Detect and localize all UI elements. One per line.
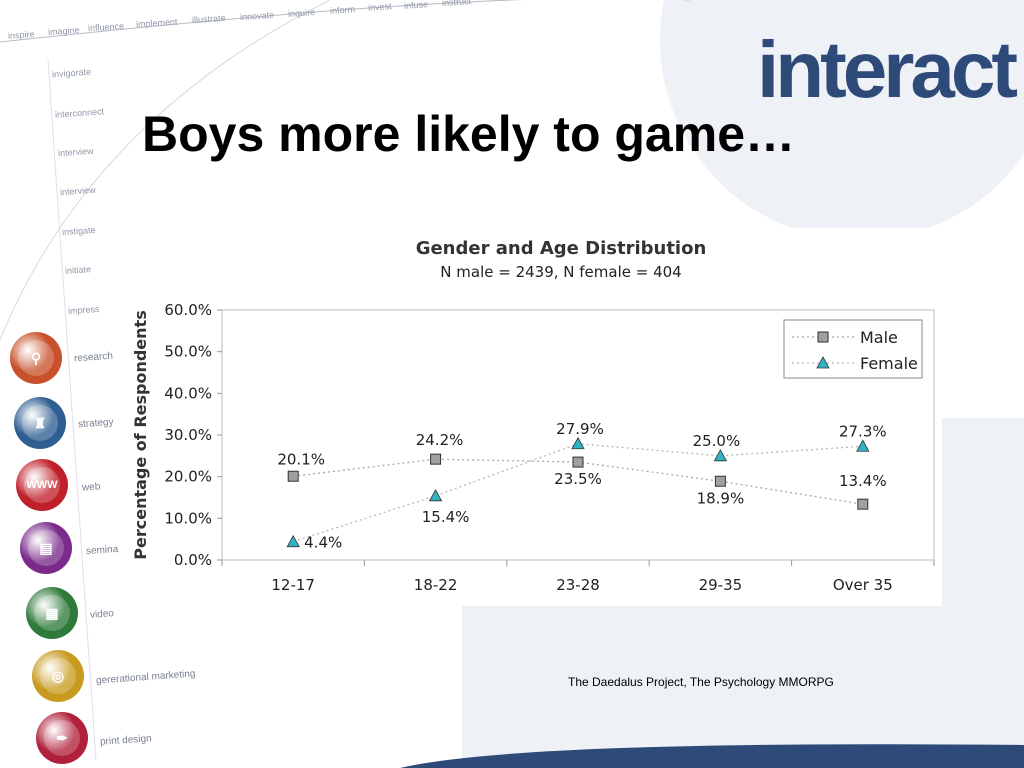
male-point (287, 470, 299, 482)
y-tick-label: 30.0% (164, 426, 212, 444)
icon-glyph: ⚲ (18, 340, 54, 376)
female-point (856, 439, 870, 452)
chart-panel: Gender and Age Distribution N male = 2439… (126, 228, 942, 606)
data-label: 25.0% (693, 432, 741, 450)
clapperboard-icon[interactable]: ▦ (26, 587, 78, 639)
chart-title: Gender and Age Distribution (416, 238, 707, 259)
presentation-icon[interactable]: ▤ (20, 522, 72, 574)
female-point (286, 534, 300, 548)
side-word: initiate (64, 264, 92, 276)
icon-glyph: ◎ (40, 658, 76, 694)
data-label: 18.9% (697, 489, 745, 507)
male-point (857, 498, 869, 510)
pen-nib-icon[interactable]: ✒ (36, 712, 88, 764)
line-chart: Gender and Age Distribution N male = 2439… (131, 238, 935, 594)
top-word: inquire (287, 7, 316, 19)
data-label: 4.4% (304, 534, 342, 552)
y-tick-label: 0.0% (174, 551, 212, 569)
female-point (713, 448, 728, 462)
side-category-label[interactable]: web (81, 481, 101, 494)
icon-glyph: ▤ (28, 530, 64, 566)
y-tick-label: 10.0% (164, 509, 212, 527)
data-label: 13.4% (839, 472, 887, 490)
legend-marker-male (817, 331, 829, 343)
male-point (714, 475, 726, 487)
data-label: 15.4% (422, 508, 470, 526)
source-citation: The Daedalus Project, The Psychology MMO… (568, 675, 834, 689)
slide-title: Boys more likely to game… (142, 106, 796, 162)
top-word: invest (367, 1, 392, 13)
x-tick-label: 23-28 (556, 576, 600, 594)
magnifier-icon[interactable]: ⚲ (10, 332, 62, 384)
data-label: 24.2% (416, 431, 464, 449)
icon-glyph: ♜ (22, 405, 58, 441)
data-label: 27.9% (556, 420, 604, 438)
top-word: inspire (7, 29, 35, 41)
legend-marker-female (816, 356, 830, 369)
top-word: inform (329, 4, 356, 16)
x-tick-label: 29-35 (699, 576, 743, 594)
interact-logo: interact (757, 25, 1018, 114)
y-tick-label: 50.0% (164, 343, 212, 361)
target-icon[interactable]: ◎ (32, 650, 84, 702)
side-category-label[interactable]: video (89, 608, 115, 621)
www-icon[interactable]: WWW (16, 459, 68, 511)
y-tick-label: 40.0% (164, 384, 212, 402)
x-tick-label: Over 35 (833, 576, 893, 594)
male-point (430, 453, 442, 465)
legend-label: Male (860, 328, 898, 347)
y-tick-label: 60.0% (164, 301, 212, 319)
legend-label: Female (860, 354, 918, 373)
chess-piece-icon[interactable]: ♜ (14, 397, 66, 449)
side-category-label[interactable]: semina (85, 543, 119, 558)
x-tick-label: 12-17 (271, 576, 315, 594)
male-point (572, 456, 584, 468)
y-axis-label: Percentage of Respondents (131, 310, 150, 559)
x-tick-label: 18-22 (414, 576, 458, 594)
female-point (428, 488, 443, 502)
icon-glyph: ▦ (34, 595, 70, 631)
y-tick-label: 20.0% (164, 468, 212, 486)
data-label: 23.5% (554, 470, 602, 488)
chart-subtitle: N male = 2439, N female = 404 (440, 263, 681, 281)
top-word: infuse (403, 0, 429, 11)
data-label: 20.1% (277, 450, 325, 468)
female-point (571, 436, 585, 450)
icon-glyph: ✒ (44, 720, 80, 756)
legend-box (783, 319, 923, 379)
data-label: 27.3% (839, 422, 887, 440)
icon-glyph: WWW (24, 467, 60, 503)
